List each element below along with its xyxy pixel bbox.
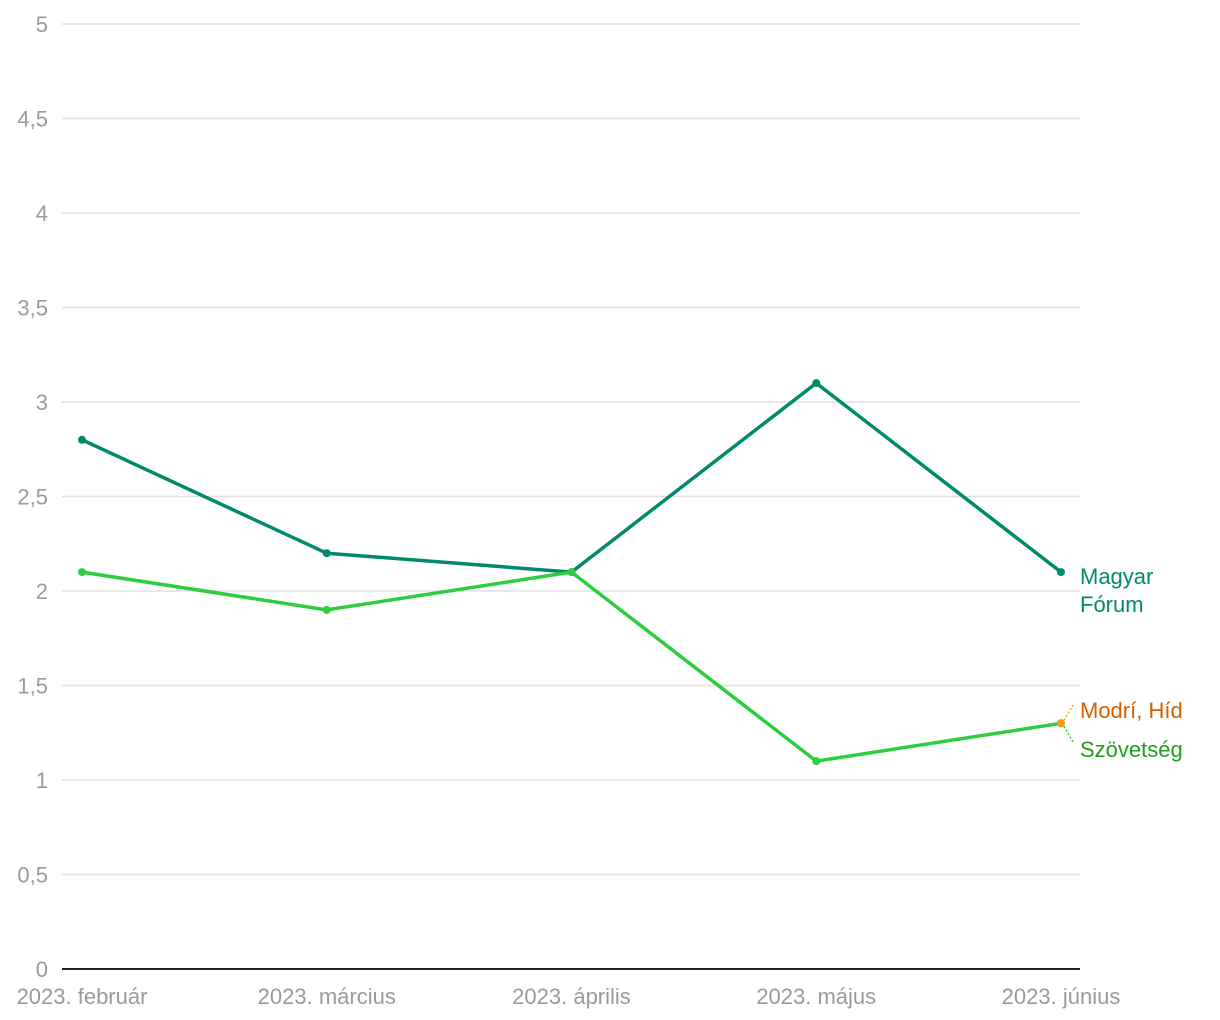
y-tick-label: 0,5 [17, 863, 48, 888]
data-point [322, 605, 331, 614]
series-label: Szövetség [1080, 737, 1183, 762]
data-point [322, 549, 331, 558]
data-point [812, 379, 821, 388]
series-labels: Magyar Fórum Modrí, Híd Szövetség [1063, 564, 1183, 762]
x-tick-label: 2023. február [17, 984, 148, 1009]
y-tick-label: 4 [36, 201, 48, 226]
y-tick-label: 2,5 [17, 485, 48, 510]
x-tick-label: 2023. május [756, 984, 876, 1009]
data-point [78, 435, 86, 444]
data-point [1057, 568, 1065, 577]
y-tick-label: 5 [36, 12, 48, 37]
x-axis-tick-labels: 2023. február 2023. március 2023. április 2… [17, 984, 1121, 1009]
series-label: Magyar Fórum [1080, 564, 1153, 617]
y-tick-label: 0 [36, 957, 48, 982]
y-tick-label: 1 [36, 768, 48, 793]
data-points [78, 379, 1065, 766]
data-point [812, 757, 821, 766]
series-label-line: Magyar [1080, 564, 1153, 589]
y-tick-label: 4,5 [17, 107, 48, 132]
series-label: Modrí, Híd [1080, 698, 1183, 723]
series-line [80, 570, 1063, 763]
y-tick-label: 3,5 [17, 296, 48, 321]
series-line [80, 381, 1063, 574]
gridlines [62, 23, 1080, 876]
series-label-line: Szövetség [1080, 737, 1183, 762]
series-label-line: Fórum [1080, 592, 1144, 617]
x-tick-label: 2023. március [258, 984, 396, 1009]
y-axis-tick-labels: 0 0,5 1 1,5 2 2,5 3 3,5 4 4,5 5 [17, 12, 48, 982]
y-tick-label: 3 [36, 390, 48, 415]
label-leader-line [1063, 704, 1074, 721]
data-point [78, 568, 86, 577]
label-leader-line [1063, 725, 1074, 743]
x-tick-label: 2023. április [512, 984, 631, 1009]
data-point [1057, 719, 1065, 728]
data-point [567, 568, 576, 577]
y-tick-label: 1,5 [17, 674, 48, 699]
x-tick-label: 2023. június [1002, 984, 1121, 1009]
y-tick-label: 2 [36, 579, 48, 604]
series-label-line: Modrí, Híd [1080, 698, 1183, 723]
